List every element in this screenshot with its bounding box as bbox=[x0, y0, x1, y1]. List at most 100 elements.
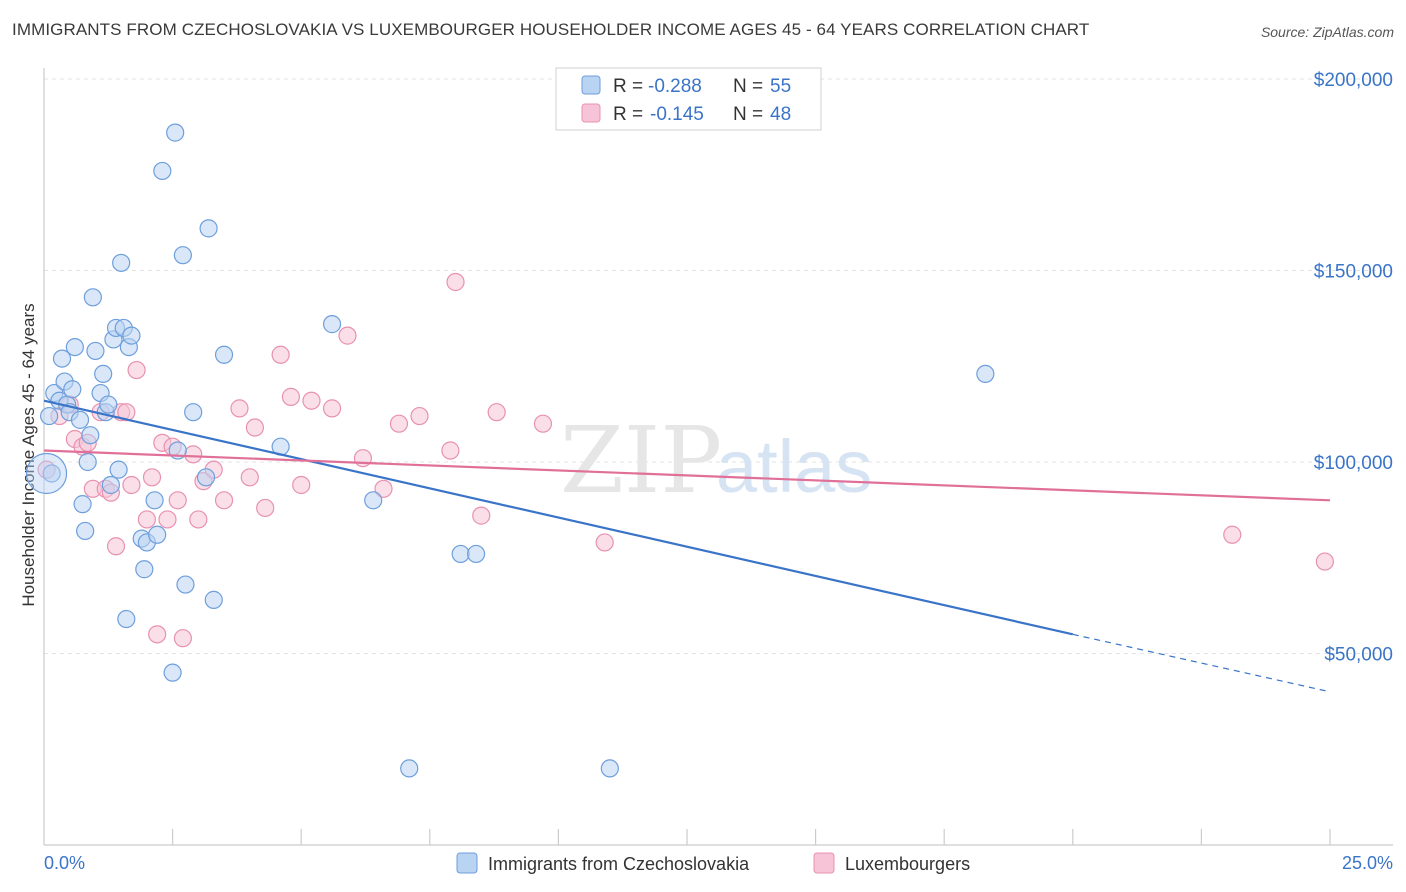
luxembourgers-point-47 bbox=[595, 533, 614, 552]
luxembourgers-point-43 bbox=[446, 272, 465, 292]
luxembourgers-point-34 bbox=[292, 475, 311, 495]
czechoslovakia-point-43 bbox=[199, 219, 218, 238]
czechoslovakia-point-33 bbox=[145, 491, 164, 510]
czechoslovakia-point-37 bbox=[166, 123, 185, 142]
legend-r-value-blue: -0.288 bbox=[648, 76, 702, 97]
x-tick-marks bbox=[172, 829, 1331, 845]
czechoslovakia-point-47 bbox=[322, 315, 342, 334]
x-tick-label-max: 25.0% bbox=[1342, 853, 1393, 873]
legend-n-value-blue: 55 bbox=[770, 76, 791, 97]
bottom-legend-label-blue: Immigrants from Czechoslovakia bbox=[488, 854, 750, 874]
series-legend: Immigrants from Czechoslovakia Luxembour… bbox=[456, 852, 970, 874]
czechoslovakia-point-50 bbox=[451, 544, 470, 564]
legend-swatch-blue bbox=[581, 75, 601, 95]
watermark-zip: ZIP bbox=[560, 407, 722, 514]
correlation-legend: R = -0.288 N = 55 R = -0.145 N = 48 bbox=[555, 67, 822, 131]
czechoslovakia-point-16 bbox=[86, 341, 105, 361]
czechoslovakia-point-1 bbox=[42, 464, 61, 483]
y-tick-labels: $50,000 $100,000 $150,000 $200,000 bbox=[1314, 70, 1393, 666]
luxembourgers-point-22 bbox=[173, 629, 192, 648]
luxembourgers-point-29 bbox=[240, 468, 259, 487]
czechoslovakia-point-36 bbox=[163, 663, 182, 682]
legend-n-label-blue: N = bbox=[733, 76, 763, 97]
czechoslovakia-point-49 bbox=[400, 759, 419, 778]
luxembourgers-point-32 bbox=[271, 345, 290, 364]
czechoslovakia-point-24 bbox=[109, 460, 128, 479]
luxembourgers-point-37 bbox=[338, 326, 357, 345]
luxembourgers-point-14 bbox=[127, 360, 146, 380]
luxembourgers-point-36 bbox=[322, 399, 342, 418]
luxembourgers-point-16 bbox=[142, 468, 162, 487]
trend-lines bbox=[43, 399, 1331, 693]
czechoslovakia-point-21 bbox=[101, 475, 120, 495]
trend-line-czechoslovakia-extension bbox=[1072, 633, 1331, 693]
source-credit: Source: ZipAtlas.com bbox=[1260, 24, 1394, 40]
watermark-atlas: atlas bbox=[716, 425, 872, 508]
luxembourgers-point-12 bbox=[117, 403, 136, 422]
luxembourgers-point-44 bbox=[472, 506, 491, 525]
czechoslovakia-point-27 bbox=[117, 609, 136, 629]
legend-swatch-pink bbox=[581, 103, 601, 123]
luxembourgers-point-19 bbox=[158, 510, 177, 529]
legend-n-label-pink: N = bbox=[733, 104, 763, 125]
czechoslovakia-point-18 bbox=[94, 364, 113, 384]
czechoslovakia-point-35 bbox=[153, 161, 172, 181]
luxembourgers-point-48 bbox=[1223, 525, 1242, 544]
czechoslovakia-point-31 bbox=[135, 560, 154, 579]
luxembourgers-point-40 bbox=[389, 414, 409, 433]
czechoslovakia-point-8 bbox=[63, 380, 82, 399]
y-tick-label-200000: $200,000 bbox=[1314, 70, 1393, 91]
grid-lines bbox=[44, 78, 1393, 654]
czechoslovakia-point-52 bbox=[600, 759, 619, 778]
legend-r-label-pink: R = bbox=[613, 104, 643, 125]
czechoslovakia-point-40 bbox=[176, 575, 195, 594]
czechoslovakia-point-9 bbox=[65, 338, 84, 357]
bottom-legend-label-pink: Luxembourgers bbox=[845, 854, 970, 874]
y-tick-label-150000: $150,000 bbox=[1314, 262, 1393, 283]
luxembourgers-point-42 bbox=[441, 441, 460, 460]
czechoslovakia-point-29 bbox=[122, 326, 141, 345]
y-axis-label: Householder Income Ages 45 - 64 years bbox=[19, 303, 38, 606]
luxembourgers-point-13 bbox=[122, 475, 141, 495]
trend-line-czechoslovakia bbox=[43, 399, 1074, 636]
czechoslovakia-point-10 bbox=[70, 410, 90, 429]
series-czechoslovakia-points bbox=[25, 123, 995, 778]
luxembourgers-point-41 bbox=[410, 406, 429, 426]
czechoslovakia-point-13 bbox=[78, 452, 97, 472]
luxembourgers-point-21 bbox=[168, 491, 187, 510]
legend-n-value-pink: 48 bbox=[770, 104, 791, 125]
x-tick-label-min: 0.0% bbox=[44, 853, 85, 873]
luxembourgers-point-35 bbox=[302, 391, 321, 410]
czechoslovakia-point-14 bbox=[81, 426, 100, 445]
czechoslovakia-point-25 bbox=[112, 253, 131, 272]
luxembourgers-point-45 bbox=[487, 403, 506, 422]
trend-line-luxembourgers bbox=[43, 449, 1331, 502]
czechoslovakia-point-11 bbox=[73, 495, 92, 514]
bottom-legend-swatch-blue bbox=[456, 852, 478, 874]
czechoslovakia-point-20 bbox=[99, 395, 118, 414]
czechoslovakia-point-41 bbox=[184, 403, 203, 422]
luxembourgers-point-27 bbox=[214, 491, 234, 510]
luxembourgers-point-31 bbox=[256, 498, 275, 518]
czechoslovakia-point-44 bbox=[204, 590, 223, 609]
luxembourgers-point-49 bbox=[1315, 552, 1334, 571]
y-tick-label-50000: $50,000 bbox=[1324, 645, 1393, 666]
czechoslovakia-point-53 bbox=[976, 364, 995, 384]
czechoslovakia-point-12 bbox=[76, 521, 95, 541]
bottom-legend-swatch-pink bbox=[813, 852, 835, 874]
czechoslovakia-point-45 bbox=[214, 345, 234, 364]
luxembourgers-point-23 bbox=[184, 445, 203, 464]
luxembourgers-point-30 bbox=[245, 418, 265, 437]
luxembourgers-point-33 bbox=[281, 387, 301, 406]
czechoslovakia-point-0 bbox=[40, 406, 59, 426]
czechoslovakia-point-4 bbox=[52, 349, 72, 368]
czechoslovakia-point-42 bbox=[196, 468, 216, 487]
legend-r-label-blue: R = bbox=[613, 76, 643, 97]
luxembourgers-point-28 bbox=[230, 399, 249, 418]
luxembourgers-point-10 bbox=[106, 537, 126, 556]
luxembourgers-point-39 bbox=[374, 479, 393, 498]
legend-r-value-pink: -0.145 bbox=[650, 104, 704, 125]
czechoslovakia-point-15 bbox=[83, 288, 102, 307]
luxembourgers-point-24 bbox=[189, 510, 208, 529]
